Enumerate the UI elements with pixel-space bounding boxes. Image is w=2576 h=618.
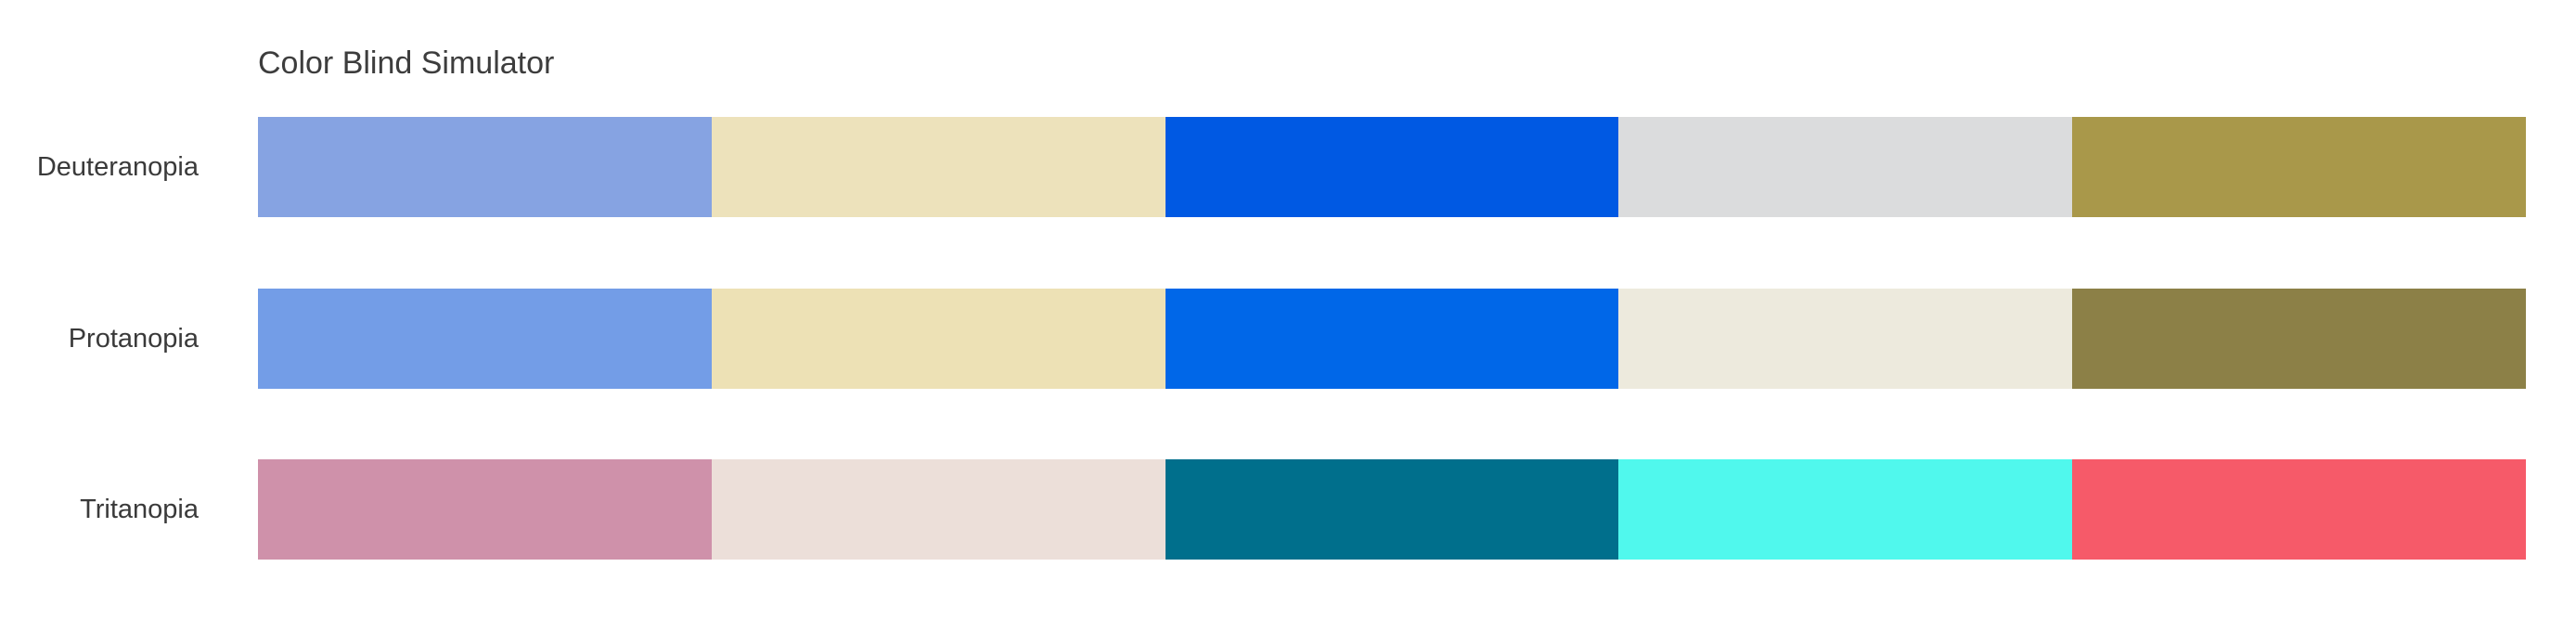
row-tritanopia: Tritanopia	[0, 459, 2576, 560]
color-swatch	[1165, 289, 1619, 389]
color-swatch	[2072, 117, 2526, 217]
row-label-protanopia: Protanopia	[68, 324, 199, 354]
simulator-title: Color Blind Simulator	[258, 45, 555, 81]
color-swatch	[258, 289, 712, 389]
color-swatch	[258, 459, 712, 560]
swatch-strip-deuteranopia	[258, 117, 2526, 217]
swatch-strip-protanopia	[258, 289, 2526, 389]
row-label-deuteranopia: Deuteranopia	[36, 152, 199, 182]
color-swatch	[1618, 289, 2073, 389]
color-swatch	[2072, 289, 2526, 389]
color-swatch	[711, 289, 1166, 389]
color-swatch	[711, 459, 1166, 560]
color-swatch	[1618, 117, 2073, 217]
color-swatch	[1165, 117, 1619, 217]
color-swatch	[1165, 459, 1619, 560]
swatch-strip-tritanopia	[258, 459, 2526, 560]
row-deuteranopia: Deuteranopia	[0, 117, 2576, 217]
color-swatch	[2072, 459, 2526, 560]
row-protanopia: Protanopia	[0, 289, 2576, 389]
row-label-tritanopia: Tritanopia	[80, 495, 199, 524]
color-swatch	[1618, 459, 2073, 560]
color-swatch	[711, 117, 1166, 217]
color-swatch	[258, 117, 712, 217]
